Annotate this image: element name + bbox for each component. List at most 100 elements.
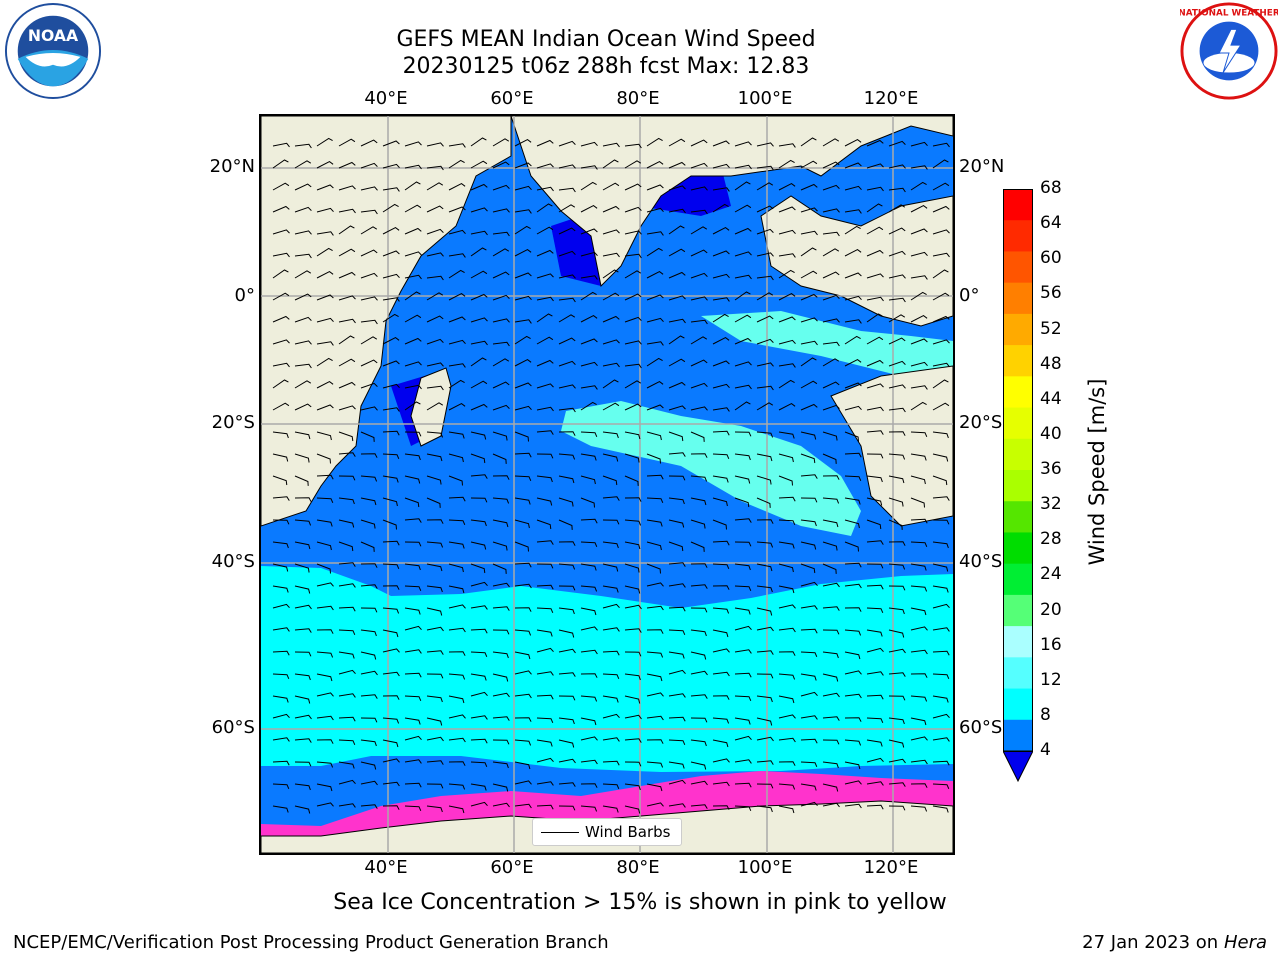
wind-barb <box>272 182 290 191</box>
wind-barb <box>778 431 795 439</box>
wind-barb <box>646 629 664 634</box>
wind-barb <box>822 716 840 721</box>
wind-barb <box>734 782 752 788</box>
wind-barb <box>404 141 422 147</box>
wind-barb <box>756 402 774 411</box>
wind-barb <box>668 318 686 324</box>
wind-barb <box>536 694 554 700</box>
wind-barb <box>492 629 510 635</box>
wind-barb <box>668 669 686 675</box>
wind-barb <box>272 563 289 572</box>
wind-barb <box>844 629 862 636</box>
wind-barb <box>360 431 375 442</box>
wind-barb <box>646 247 663 257</box>
wind-barb <box>580 228 598 235</box>
colorbar-segment <box>1003 626 1033 658</box>
wind-barb <box>360 717 378 723</box>
wind-barb <box>294 738 312 743</box>
wind-barb <box>866 563 884 569</box>
wind-barb <box>602 379 619 389</box>
wind-barb <box>712 337 730 345</box>
wind-barb <box>514 717 532 722</box>
wind-barb <box>646 761 664 768</box>
wind-barb <box>778 253 796 258</box>
wind-barb <box>888 805 906 811</box>
wind-barb <box>910 695 928 702</box>
wind-barb <box>932 695 949 703</box>
wind-barb <box>514 497 531 505</box>
wind-barb <box>316 651 334 658</box>
wind-barb <box>294 585 311 594</box>
wind-barb <box>800 340 818 346</box>
sea-ice <box>261 771 953 836</box>
wind-barb <box>712 227 730 235</box>
wind-barb <box>910 275 928 280</box>
wind-barb <box>888 758 906 764</box>
wind-barb <box>646 341 664 346</box>
wind-barb <box>470 581 488 587</box>
wind-barb <box>404 607 421 615</box>
wind-barb <box>800 270 818 279</box>
wind-barb <box>624 230 642 235</box>
wind-barb <box>316 341 334 346</box>
wind-barb <box>888 360 906 367</box>
wind-barb <box>558 384 576 389</box>
wind-barb <box>734 251 752 257</box>
wind-barb <box>470 270 488 279</box>
wind-barb <box>426 717 443 726</box>
wind-barb <box>624 253 642 259</box>
wind-barb <box>778 453 794 463</box>
wind-barb <box>668 295 686 301</box>
wind-barb <box>602 541 619 549</box>
wind-barb <box>844 359 862 367</box>
wind-barb <box>778 585 795 594</box>
wind-barb <box>426 760 444 765</box>
wind-barb <box>910 497 925 508</box>
colorbar-tick-label: 68 <box>1040 178 1062 198</box>
wind-barb <box>294 143 312 149</box>
wind-barb <box>360 162 378 169</box>
wind-barb <box>382 717 400 724</box>
wind-barb <box>690 186 708 191</box>
wind-barb <box>778 737 796 743</box>
colorbar-segment <box>1003 594 1033 627</box>
wind-barb <box>800 380 818 389</box>
wind-barb <box>888 227 906 235</box>
wind-barb <box>624 183 642 191</box>
wind-barb <box>800 293 818 301</box>
wind-barb <box>360 519 376 529</box>
wind-barb <box>778 673 796 680</box>
wind-barb <box>338 185 356 191</box>
wind-barb <box>690 139 708 147</box>
wind-barb <box>426 585 443 593</box>
wind-barb <box>448 339 466 345</box>
wind-barb <box>558 629 575 638</box>
wind-barb <box>382 140 400 147</box>
wind-barb <box>778 363 796 368</box>
wind-barb <box>932 713 950 719</box>
wind-barb <box>800 317 818 323</box>
wind-barb <box>866 249 884 257</box>
wind-barb <box>624 160 642 169</box>
wind-barb <box>602 496 620 501</box>
wind-barb <box>844 739 862 746</box>
wind-barb <box>338 225 355 235</box>
wind-barb <box>492 138 510 147</box>
wind-barb <box>470 519 487 527</box>
wind-barb <box>492 783 509 792</box>
wind-barb <box>712 671 730 677</box>
wind-barb <box>294 230 312 235</box>
wind-barb <box>470 160 488 169</box>
wind-barb <box>536 383 554 389</box>
wind-barb <box>448 183 466 191</box>
wind-barb <box>712 430 730 436</box>
wind-barb <box>778 714 796 719</box>
wind-barb <box>294 563 310 573</box>
wind-barb <box>734 291 751 301</box>
wind-barb <box>294 183 312 191</box>
wind-barb <box>888 672 906 677</box>
wind-barb <box>272 541 289 549</box>
wind-barb <box>646 207 664 213</box>
wind-barb <box>778 293 796 301</box>
wind-barb <box>492 404 510 411</box>
